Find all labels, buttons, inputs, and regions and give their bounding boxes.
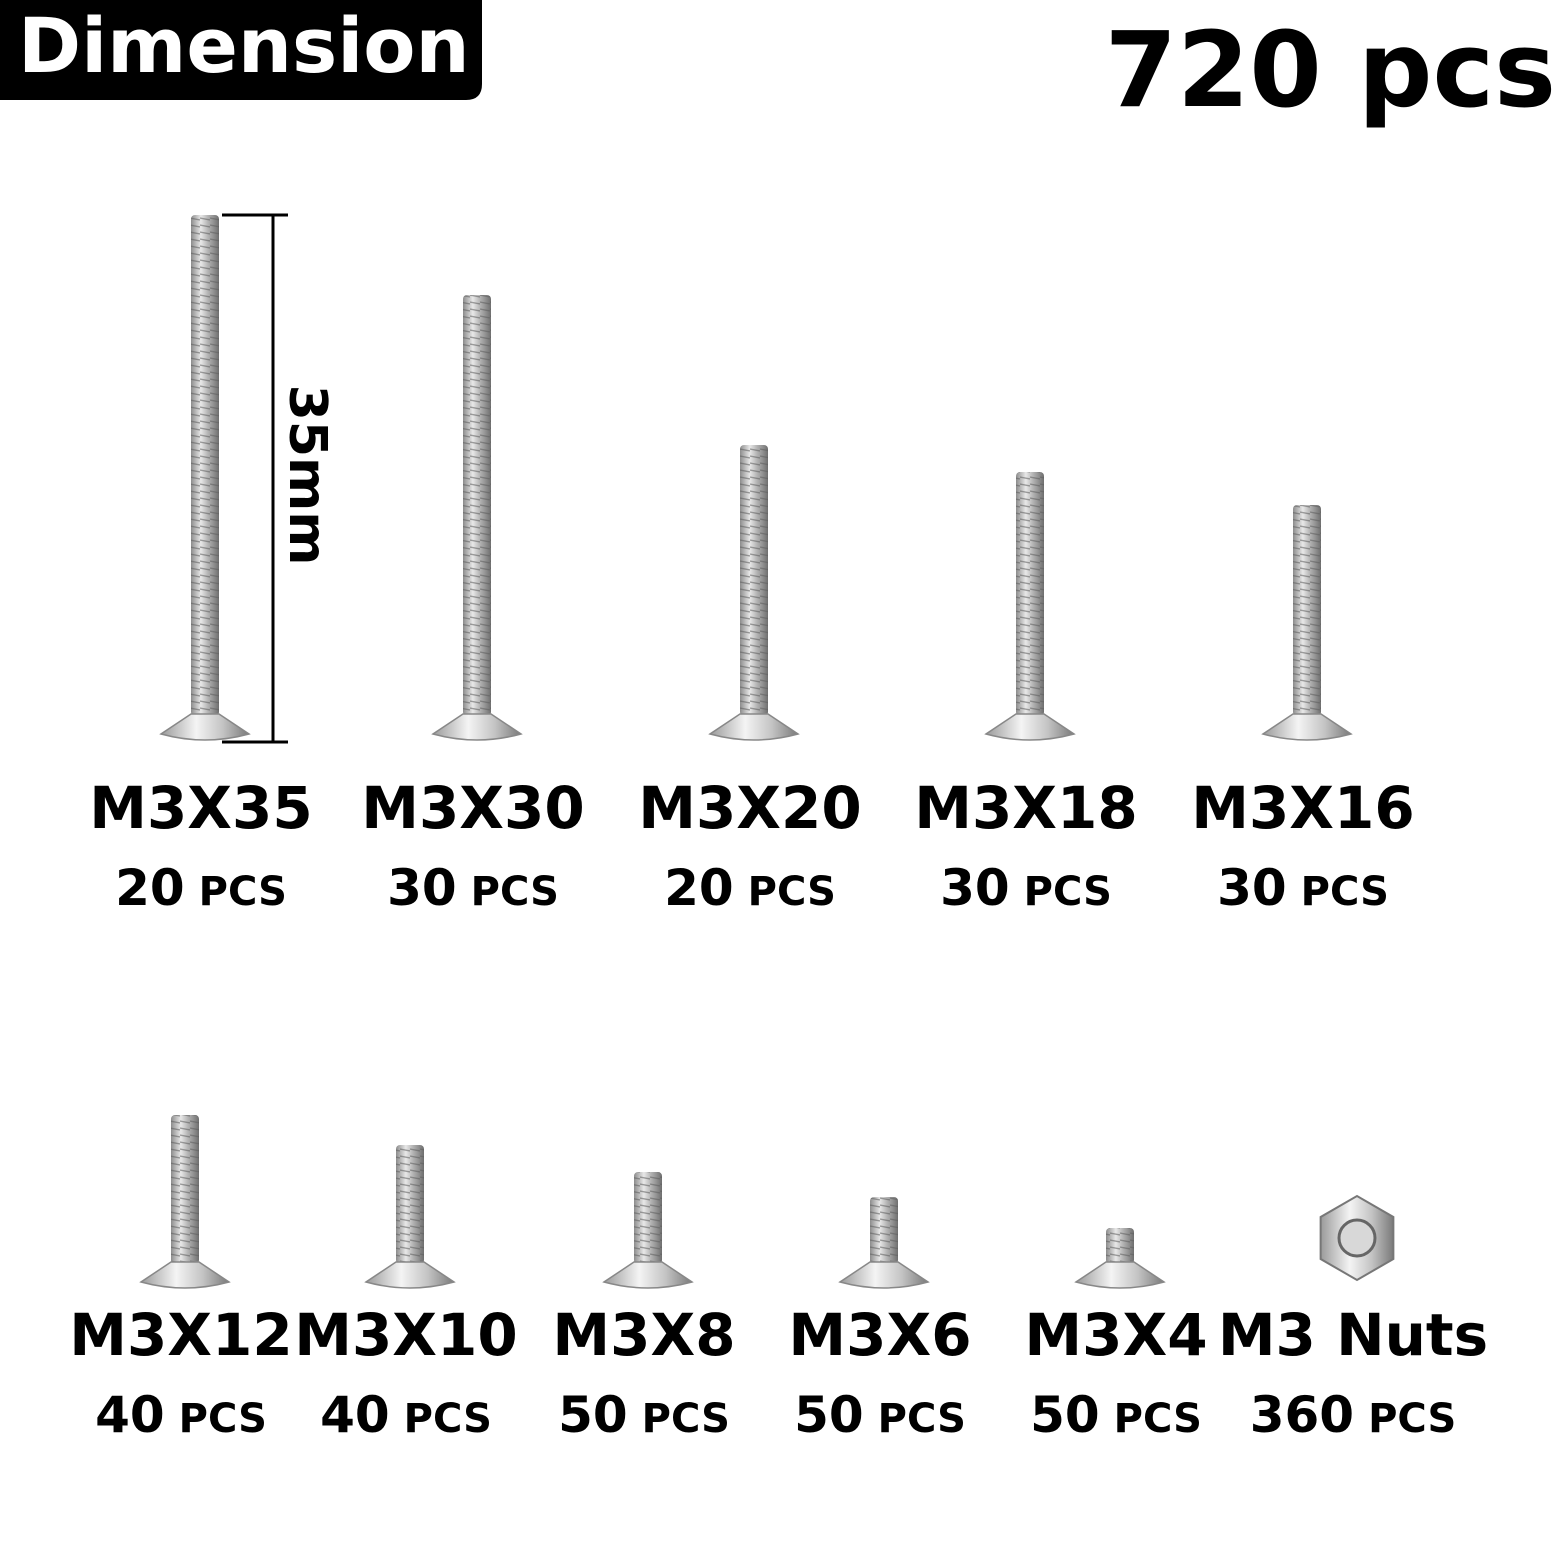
item-name: M3X20 [638, 774, 862, 842]
item-name: M3 Nuts [1218, 1301, 1488, 1369]
quantity-unit: PCS [471, 869, 559, 915]
item-quantity: 50 PCS [1030, 1386, 1202, 1444]
screw-thread [396, 1145, 424, 1264]
quantity-number: 40 [320, 1386, 390, 1444]
item-name: M3X10 [294, 1301, 518, 1369]
item: M3X8 50 PCS [552, 1172, 736, 1444]
screw-thread [1293, 505, 1321, 716]
item-name: M3X4 [1024, 1301, 1207, 1369]
screw-head [1261, 713, 1353, 741]
screw-thread [870, 1197, 898, 1264]
quantity-unit: PCS [1368, 1396, 1456, 1442]
badge-text: Dimension [18, 1, 470, 90]
item-quantity: 40 PCS [95, 1386, 267, 1444]
quantity-number: 50 [794, 1386, 864, 1444]
item: M3X6 50 PCS [788, 1197, 972, 1444]
item-quantity: 30 PCS [1217, 859, 1389, 917]
item: M3X12 40 PCS [69, 1115, 293, 1444]
screw-thread [1106, 1228, 1134, 1264]
item-quantity: 20 PCS [115, 859, 287, 917]
item-name: M3X30 [361, 774, 585, 842]
item: M3X20 20 PCS [638, 445, 862, 917]
quantity-number: 20 [115, 859, 185, 917]
items: M3X35 20 PCS M3X30 30 PCS M3X20 20 PCS M3X18 30 PCS… [69, 215, 1488, 1444]
quantity-unit: PCS [404, 1396, 492, 1442]
item: M3X10 40 PCS [294, 1145, 518, 1444]
item: M3X4 50 PCS [1024, 1228, 1208, 1444]
item-quantity: 50 PCS [558, 1386, 730, 1444]
quantity-unit: PCS [642, 1396, 730, 1442]
quantity-unit: PCS [179, 1396, 267, 1442]
item-name: M3X6 [788, 1301, 971, 1369]
screw-head [159, 713, 251, 741]
item: M3X18 30 PCS [914, 472, 1138, 917]
screw-head [708, 713, 800, 741]
dimension-marker: 35mm [222, 213, 337, 744]
item-quantity: 20 PCS [664, 859, 836, 917]
quantity-number: 20 [664, 859, 734, 917]
item: M3X30 30 PCS [361, 295, 585, 917]
screw-head [431, 713, 523, 741]
item: M3 Nuts 360 PCS [1218, 1194, 1488, 1444]
item-quantity: 50 PCS [794, 1386, 966, 1444]
item: M3X16 30 PCS [1191, 505, 1415, 917]
dimension-label: 35mm [277, 385, 337, 566]
quantity-unit: PCS [199, 869, 287, 915]
item: M3X35 20 PCS [89, 215, 313, 917]
screw-head [838, 1261, 930, 1289]
total-count: 720 pcs [1105, 9, 1556, 131]
screw-thread [463, 295, 491, 716]
quantity-unit: PCS [748, 869, 836, 915]
quantity-number: 30 [940, 859, 1010, 917]
screw-head [139, 1261, 231, 1289]
screw-thread [740, 445, 768, 716]
quantity-unit: PCS [1301, 869, 1389, 915]
screw-head [364, 1261, 456, 1289]
item-quantity: 30 PCS [940, 859, 1112, 917]
quantity-number: 30 [387, 859, 457, 917]
quantity-unit: PCS [878, 1396, 966, 1442]
screw-head [1074, 1261, 1166, 1289]
quantity-number: 30 [1217, 859, 1287, 917]
screw-thread [1016, 472, 1044, 716]
screw-head [984, 713, 1076, 741]
item-name: M3X16 [1191, 774, 1415, 842]
nut-hole [1337, 1218, 1377, 1258]
item-name: M3X35 [89, 774, 313, 842]
screw-thread [191, 215, 219, 716]
item-quantity: 30 PCS [387, 859, 559, 917]
quantity-number: 50 [1030, 1386, 1100, 1444]
quantity-unit: PCS [1024, 869, 1112, 915]
item-name: M3X18 [914, 774, 1138, 842]
item-name: M3X12 [69, 1301, 293, 1369]
quantity-number: 360 [1250, 1386, 1354, 1444]
item-quantity: 360 PCS [1250, 1386, 1457, 1444]
item-quantity: 40 PCS [320, 1386, 492, 1444]
badge-background [0, 0, 482, 100]
quantity-number: 50 [558, 1386, 628, 1444]
screw-head [602, 1261, 694, 1289]
quantity-unit: PCS [1114, 1396, 1202, 1442]
screw-thread [171, 1115, 199, 1264]
item-name: M3X8 [552, 1301, 735, 1369]
quantity-number: 40 [95, 1386, 165, 1444]
screw-thread [634, 1172, 662, 1264]
